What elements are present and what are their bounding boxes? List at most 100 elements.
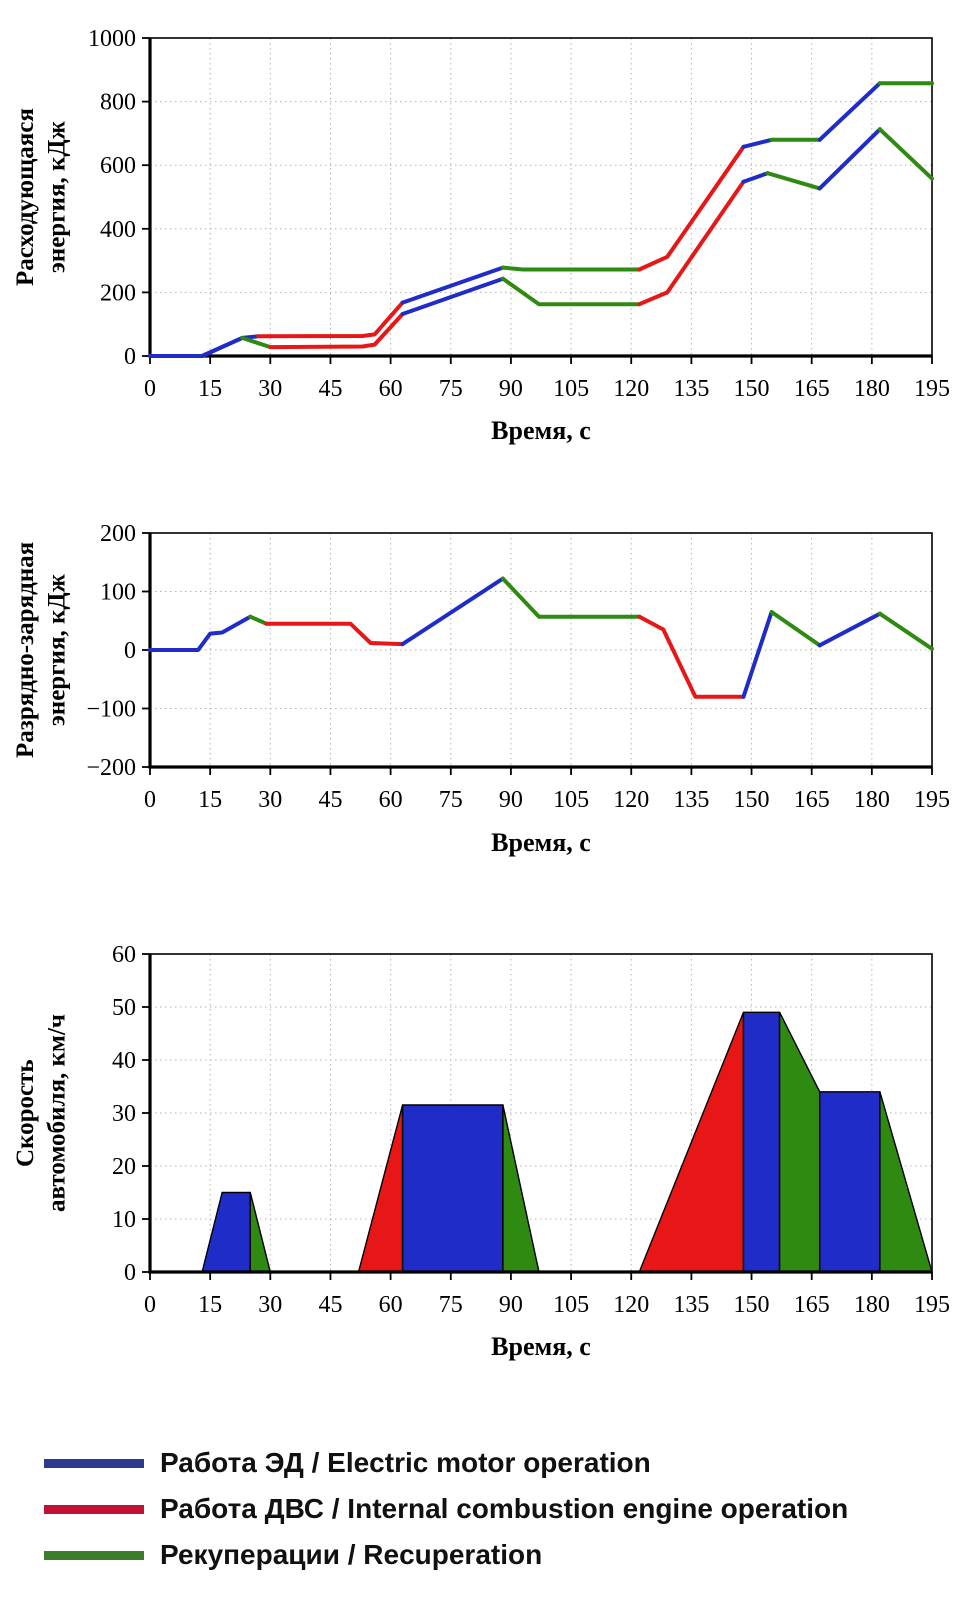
line-1-segment-blue — [817, 81, 882, 142]
y-tick-label: 200 — [100, 280, 136, 306]
battery-energy-line-segment-green — [877, 611, 934, 651]
y-tick-label: 30 — [112, 1101, 136, 1127]
speed-area-green — [778, 1011, 821, 1273]
x-tick-label: 30 — [258, 787, 282, 813]
x-tick-label: 105 — [553, 376, 589, 402]
x-tick-label: 150 — [734, 376, 770, 402]
line-2-segment-red — [268, 312, 405, 350]
line-1-segment-blue — [400, 265, 505, 305]
y-tick-label: 40 — [112, 1048, 136, 1074]
x-tick-label: 105 — [553, 787, 589, 813]
battery-energy-line-segment-red — [637, 614, 746, 699]
x-tick-label: 0 — [144, 787, 156, 813]
legend-swatch — [44, 1550, 144, 1560]
x-tick-label: 180 — [854, 1292, 890, 1318]
x-tick-label: 150 — [734, 787, 770, 813]
line-2-segment-blue — [741, 171, 770, 184]
x-tick-label: 15 — [198, 787, 222, 813]
line-2-segment-blue — [148, 335, 245, 358]
x-tick-label: 120 — [613, 787, 649, 813]
x-tick-label: 60 — [379, 787, 403, 813]
y-tick-label: 200 — [100, 521, 136, 547]
vehicle-speed-x-axis-label: Время, с — [491, 1332, 591, 1361]
y-tick-label: −100 — [86, 697, 136, 723]
x-tick-label: 30 — [258, 1292, 282, 1318]
legend-swatch — [44, 1458, 144, 1468]
y-tick-label: −200 — [86, 755, 136, 781]
consumed-energy-plot: 0 15 30 45 60 75 90 105 120 135 150 165 180 195 0 200 40… — [88, 26, 950, 402]
speed-area-red — [357, 1104, 404, 1273]
legend-item-electric-motor: Работа ЭД / Electric motor operation — [44, 1440, 980, 1486]
x-tick-label: 135 — [673, 376, 709, 402]
y-tick-label: 0 — [124, 1260, 136, 1286]
x-tick-label: 45 — [318, 787, 342, 813]
x-tick-label: 105 — [553, 1292, 589, 1318]
legend-swatch — [44, 1504, 144, 1514]
line-2-segment-green — [765, 171, 822, 191]
x-tick-label: 15 — [198, 376, 222, 402]
speed-area-blue — [742, 1011, 781, 1273]
battery-energy-line-segment-blue — [400, 576, 505, 647]
line-2-segment-blue — [400, 276, 505, 316]
legend-label: Работа ЭД / Electric motor operation — [160, 1447, 651, 1478]
y-tick-label: 0 — [124, 638, 136, 664]
chart-vehicle-speed: Скорость автомобиля, км/ч 0 15 30 45 60 75 90 1… — [0, 924, 980, 1368]
line-2-segment-green — [240, 335, 273, 350]
battery-energy-line-segment-green — [769, 610, 822, 648]
x-tick-label: 30 — [258, 376, 282, 402]
x-tick-label: 165 — [794, 787, 830, 813]
vehicle-speed-plot: 0 15 30 45 60 75 90 105 120 135 150 165 180 195 0 10 20 3… — [112, 942, 950, 1318]
chart-consumed-energy: Расходующаяся энергия, кДж 0 15 30 45 60 75 90… — [0, 8, 980, 452]
x-tick-label: 165 — [794, 1292, 830, 1318]
legend-label: Работа ДВС / Internal combustion engine … — [160, 1493, 849, 1524]
line-2-segment-green — [877, 127, 934, 181]
x-tick-label: 75 — [439, 787, 463, 813]
battery-energy-line-segment-blue — [741, 610, 774, 699]
y-tick-label: 20 — [112, 1154, 136, 1180]
consumed-energy-x-axis-label: Время, с — [491, 416, 591, 445]
x-tick-label: 195 — [914, 787, 950, 813]
figure: Расходующаяся энергия, кДж 0 15 30 45 60 75 90… — [0, 8, 980, 1578]
x-tick-label: 60 — [379, 376, 403, 402]
x-tick-label: 150 — [734, 1292, 770, 1318]
x-tick-label: 120 — [613, 1292, 649, 1318]
line-1-segment-red — [256, 300, 405, 339]
speed-area-green — [879, 1091, 933, 1273]
x-tick-label: 180 — [854, 787, 890, 813]
y-tick-label: 800 — [100, 90, 136, 116]
charge-discharge-plot: 0 15 30 45 60 75 90 105 120 135 150 165 180 195 −200 −1… — [86, 521, 950, 813]
legend-item-recuperation: Рекуперации / Recuperation — [44, 1532, 980, 1578]
y-tick-label: 400 — [100, 217, 136, 243]
charge-discharge-x-axis-label: Время, с — [491, 828, 591, 857]
x-tick-label: 165 — [794, 376, 830, 402]
x-tick-label: 75 — [439, 1292, 463, 1318]
x-tick-label: 135 — [673, 787, 709, 813]
line-1-segment-red — [637, 144, 746, 272]
x-tick-label: 180 — [854, 376, 890, 402]
battery-energy-line-segment-red — [264, 621, 405, 647]
y-tick-label: 100 — [100, 580, 136, 606]
x-tick-label: 195 — [914, 376, 950, 402]
speed-area-blue — [401, 1104, 504, 1273]
x-tick-label: 15 — [198, 1292, 222, 1318]
line-2-segment-blue — [817, 127, 882, 191]
legend-item-combustion-engine: Работа ДВС / Internal combustion engine … — [44, 1486, 980, 1532]
y-tick-label: 600 — [100, 153, 136, 179]
x-tick-label: 0 — [144, 376, 156, 402]
x-tick-label: 120 — [613, 376, 649, 402]
consumed-energy-y-axis-label: Расходующаяся энергия, кДж — [12, 108, 71, 286]
y-tick-label: 60 — [112, 942, 136, 968]
plot-frame — [149, 37, 933, 357]
legend-label: Рекуперации / Recuperation — [160, 1539, 543, 1570]
legend: Работа ЭД / Electric motor operation Раб… — [44, 1440, 980, 1578]
x-tick-label: 90 — [499, 376, 523, 402]
battery-energy-line-segment-green — [248, 614, 269, 626]
x-tick-label: 90 — [499, 1292, 523, 1318]
x-tick-label: 195 — [914, 1292, 950, 1318]
speed-area-blue — [201, 1191, 252, 1273]
battery-energy-line-segment-blue — [148, 614, 253, 652]
y-tick-label: 50 — [112, 995, 136, 1021]
chart-charge-discharge-energy: Разрядно-зарядная энергия, кДж 0 15 30 45 60… — [0, 512, 980, 864]
battery-energy-line-segment-green — [500, 576, 642, 619]
speed-area-red — [638, 1012, 745, 1273]
